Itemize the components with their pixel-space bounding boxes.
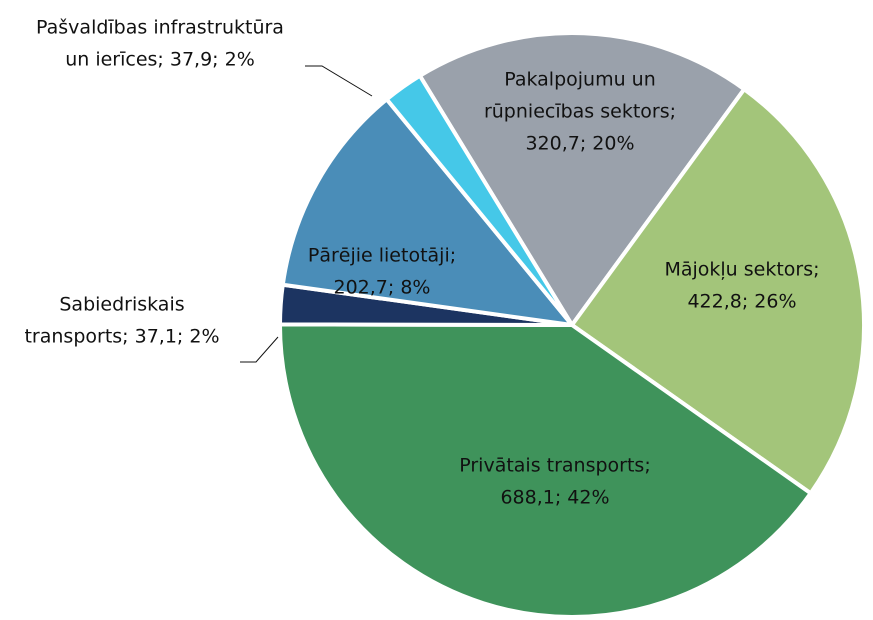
pie-slice: [280, 96, 577, 328]
data-label: Pašvaldības infrastruktūra: [36, 17, 284, 39]
data-label: 202,7; 8%: [334, 277, 431, 299]
data-label: Pakalpojumu un: [504, 69, 656, 91]
pie-slice: [569, 86, 866, 497]
pie-slice: [383, 73, 574, 327]
data-label: Sabiedriskais: [59, 294, 184, 316]
leader-line: [305, 65, 373, 97]
data-label: Mājokļu sektors;: [664, 259, 819, 281]
data-label: transports; 37,1; 2%: [24, 326, 219, 348]
data-label: 320,7; 20%: [525, 133, 634, 155]
pie-slice: [278, 322, 814, 619]
data-label: 688,1; 42%: [500, 487, 609, 509]
leader-line: [240, 336, 279, 363]
data-label: rūpniecības sektors;: [484, 101, 676, 123]
data-label: Privātais transports;: [459, 455, 651, 477]
data-label: Pārējie lietotāji;: [308, 245, 456, 267]
data-label: un ierīces; 37,9; 2%: [65, 49, 255, 71]
data-label: 422,8; 26%: [687, 291, 796, 313]
pie-slice: [417, 31, 748, 329]
